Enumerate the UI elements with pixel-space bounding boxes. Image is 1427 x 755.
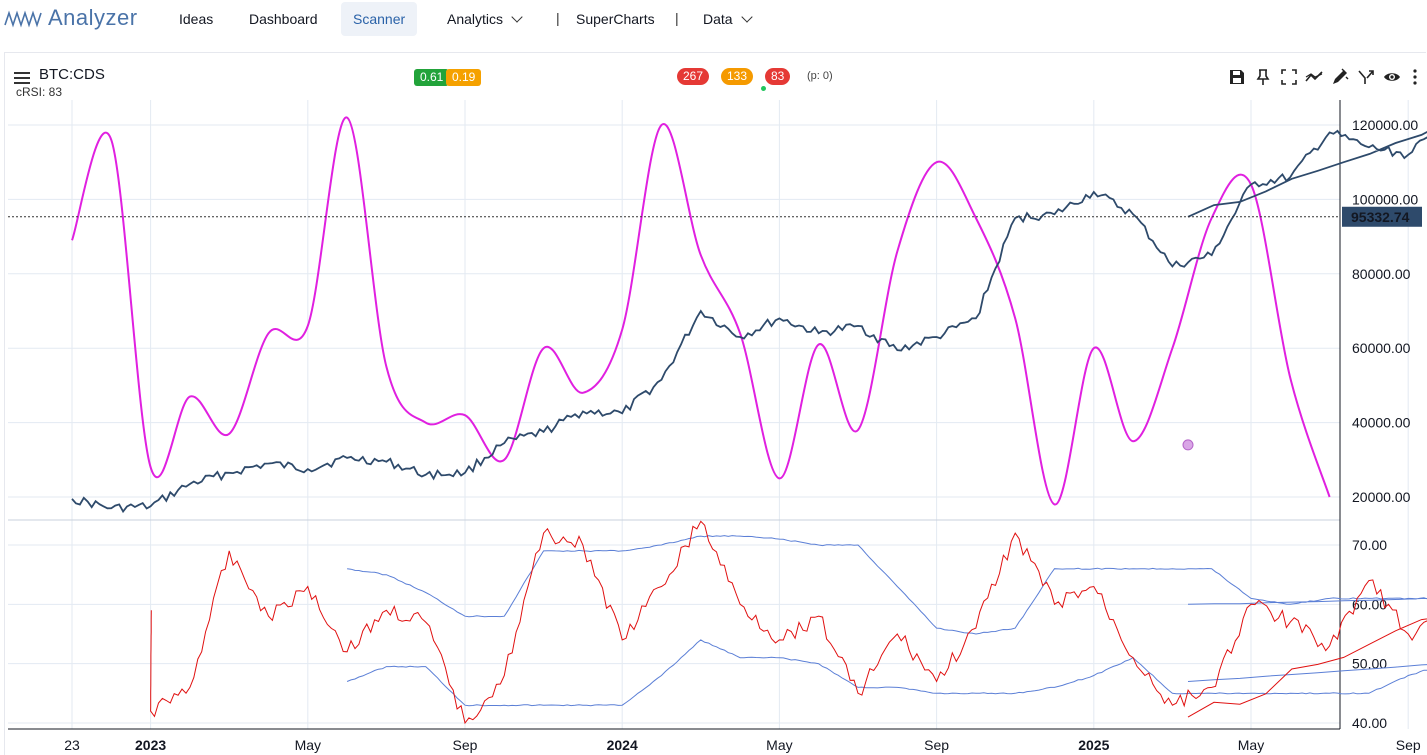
top-navigation: Analyzer Ideas Dashboard Scanner Analyti… xyxy=(0,0,1427,40)
score-badge-green: 0.61 xyxy=(414,69,450,86)
status-dot xyxy=(761,86,766,91)
y-tick-label: 100000.00 xyxy=(1352,191,1418,207)
save-icon[interactable] xyxy=(1228,68,1246,86)
logo[interactable]: Analyzer xyxy=(4,5,138,31)
x-tick-label: 23 xyxy=(64,737,80,753)
hamburger-menu-icon[interactable] xyxy=(14,72,30,84)
y-tick-label: 40000.00 xyxy=(1352,415,1411,431)
score-badge-orange: 0.19 xyxy=(446,69,482,86)
nav-data-label: Data xyxy=(703,11,733,27)
more-vert-icon[interactable] xyxy=(1410,68,1420,86)
x-tick-label: 2025 xyxy=(1078,737,1109,753)
badge-orange: 133 xyxy=(721,68,754,85)
x-tick-label: Sep xyxy=(1396,737,1421,753)
last-price-label: 95332.74 xyxy=(1351,209,1410,225)
badge-red: 267 xyxy=(677,68,710,85)
lower-band-line xyxy=(346,639,1427,707)
x-tick-label: 2023 xyxy=(135,737,166,753)
price-series-line xyxy=(71,129,1427,514)
nav-ideas[interactable]: Ideas xyxy=(179,11,214,27)
eye-icon[interactable] xyxy=(1383,68,1401,86)
x-tick-label: Sep xyxy=(453,737,478,753)
nav-data[interactable]: Data xyxy=(691,2,763,36)
x-tick-label: Sep xyxy=(924,737,949,753)
nav-dashboard[interactable]: Dashboard xyxy=(249,11,318,27)
app-name: Analyzer xyxy=(48,5,138,30)
compare-icon[interactable] xyxy=(1357,68,1375,86)
nav-analytics-label: Analytics xyxy=(447,11,504,27)
pin-icon[interactable] xyxy=(1254,68,1272,86)
nav-supercharts[interactable]: SuperCharts xyxy=(576,11,655,27)
y-tick-label: 20000.00 xyxy=(1352,489,1411,505)
cycle-marker xyxy=(1182,439,1194,451)
y-tick-label: 80000.00 xyxy=(1352,266,1411,282)
last-price-tag xyxy=(1342,206,1422,227)
y-tick-label: 70.00 xyxy=(1352,537,1387,553)
y-tick-label: 50.00 xyxy=(1352,656,1387,672)
upper-band-line xyxy=(347,535,1427,635)
badge-red-2: 83 xyxy=(765,68,791,85)
trend-icon[interactable] xyxy=(1305,68,1323,86)
fullscreen-icon[interactable] xyxy=(1280,68,1298,86)
logo-wave-icon xyxy=(4,10,42,28)
y-tick-label: 120000.00 xyxy=(1352,117,1418,133)
x-tick-label: May xyxy=(295,737,321,753)
p-count: (p: 0) xyxy=(807,70,833,82)
rsi-series-line xyxy=(150,520,1427,725)
indicator-label: cRSI: 83 xyxy=(16,85,63,99)
cycle-series-line xyxy=(71,116,1331,506)
x-tick-label: May xyxy=(766,737,792,753)
y-tick-label: 60000.00 xyxy=(1352,340,1411,356)
x-tick-label: May xyxy=(1238,737,1264,753)
y-tick-label: 40.00 xyxy=(1352,715,1387,731)
nav-separator: | xyxy=(675,10,679,26)
draw-icon[interactable] xyxy=(1331,68,1349,86)
nav-analytics[interactable]: Analytics xyxy=(435,2,533,36)
nav-scanner[interactable]: Scanner xyxy=(341,2,418,36)
x-tick-label: 2024 xyxy=(607,737,638,753)
chart-panel xyxy=(4,52,1426,755)
symbol-label[interactable]: BTC:CDS xyxy=(39,66,105,83)
nav-separator: | xyxy=(556,10,560,26)
